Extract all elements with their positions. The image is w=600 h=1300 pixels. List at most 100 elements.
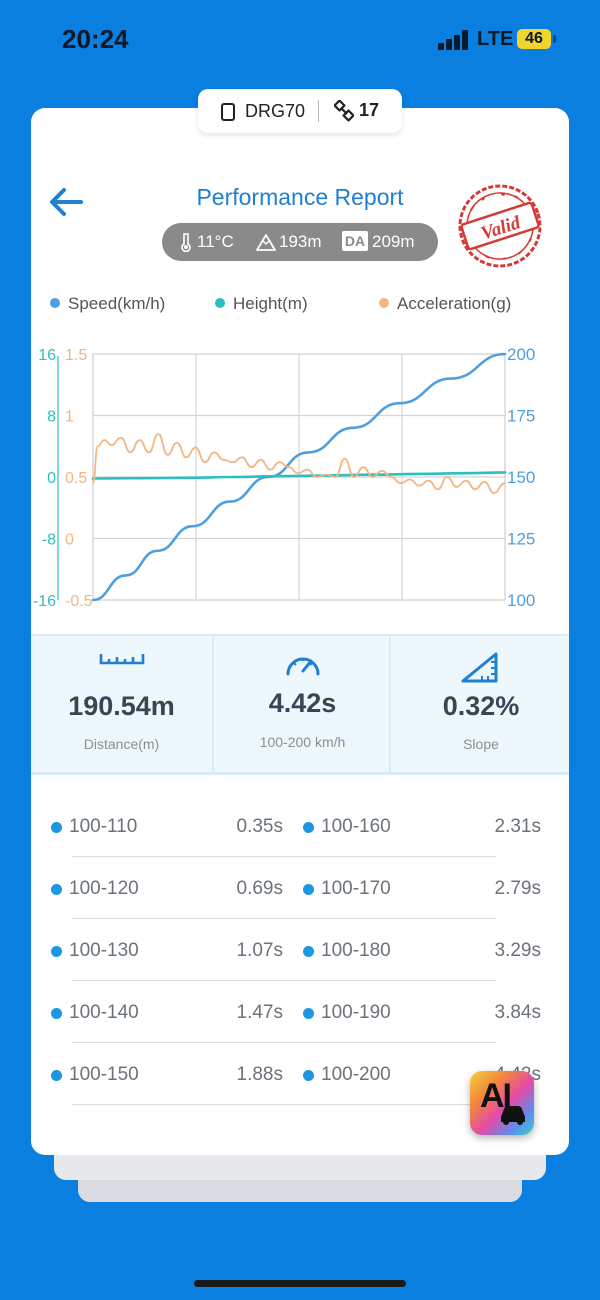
- split-dot-icon: [303, 946, 314, 957]
- home-indicator[interactable]: [194, 1280, 406, 1287]
- back-arrow-icon[interactable]: [45, 182, 87, 222]
- row-divider: [72, 1104, 496, 1105]
- speed-axis-tick-label: 100: [507, 591, 535, 610]
- stat-slope: 0.32% Slope: [389, 636, 569, 772]
- height-series-line: [91, 471, 507, 480]
- split-time: 2.79s: [494, 878, 541, 899]
- split-dot-icon: [303, 884, 314, 895]
- split-time: 3.84s: [494, 1002, 541, 1023]
- slope-icon: [461, 652, 498, 683]
- split-range: 100-150: [69, 1064, 139, 1085]
- split-time: 0.35s: [236, 816, 283, 837]
- speedometer-icon: [286, 657, 319, 676]
- split-item: 100-130 1.07s: [51, 940, 283, 964]
- speed-axis-tick-label: 150: [507, 468, 535, 487]
- signal-strength-icon: [438, 30, 470, 50]
- time-label: 100-200 km/h: [259, 734, 346, 750]
- legend-label: Height(m): [233, 294, 308, 313]
- temperature-value: 11°C: [197, 232, 234, 251]
- slope-label: Slope: [463, 736, 499, 752]
- legend-label: Acceleration(g): [397, 294, 512, 313]
- row-divider: [72, 1042, 496, 1043]
- accel-axis-tick-label: 0: [65, 532, 74, 549]
- chart-legend: Speed(km/h) Height(m) Acceleration(g): [31, 294, 569, 316]
- split-item: 100-140 1.47s: [51, 1002, 283, 1026]
- height-axis-tick-label: 8: [47, 409, 56, 426]
- legend-label: Speed(km/h): [68, 294, 166, 313]
- summary-stats: 190.54m Distance(m) 4.42s 100-200 km/h 0…: [31, 634, 569, 775]
- device-icon: [221, 103, 235, 121]
- split-item: 100-120 0.69s: [51, 878, 283, 902]
- split-range: 100-140: [69, 1002, 139, 1023]
- split-range: 100-170: [321, 878, 391, 899]
- speed-axis-tick-label: 125: [507, 530, 535, 549]
- speed-axis-tick-label: 175: [507, 407, 535, 426]
- split-item: 100-170 2.79s: [303, 878, 541, 902]
- split-range: 100-130: [69, 940, 139, 961]
- ruler-icon: [99, 654, 144, 665]
- page-title: Performance Report: [196, 184, 404, 210]
- split-dot-icon: [51, 1008, 62, 1019]
- split-dot-icon: [51, 884, 62, 895]
- satellite-count: 17: [359, 100, 380, 120]
- device-info-pill[interactable]: DRG70 17: [198, 89, 402, 133]
- legend-item-height: Height(m): [215, 294, 308, 314]
- altitude-value: 193m: [279, 232, 322, 251]
- split-item: 100-190 3.84s: [303, 1002, 541, 1026]
- split-time: 1.47s: [236, 1002, 283, 1023]
- height-axis-tick-label: 16: [38, 347, 56, 364]
- accel-axis-tick-label: -0.5: [65, 593, 93, 610]
- row-divider: [72, 856, 496, 857]
- split-row: 100-110 0.35s 100-160 2.31s: [31, 798, 569, 860]
- split-item: 100-110 0.35s: [51, 816, 283, 840]
- network-type: LTE: [477, 28, 514, 50]
- split-dot-icon: [51, 1070, 62, 1081]
- legend-item-acceleration: Acceleration(g): [379, 294, 511, 314]
- split-time: 2.31s: [494, 816, 541, 837]
- split-dot-icon: [51, 822, 62, 833]
- stat-time: 4.42s 100-200 km/h: [212, 636, 391, 772]
- status-time: 20:24: [62, 24, 129, 54]
- split-row: 100-130 1.07s 100-180 3.29s: [31, 922, 569, 984]
- split-row: 100-140 1.47s 100-190 3.84s: [31, 984, 569, 1046]
- legend-item-speed: Speed(km/h): [50, 294, 165, 314]
- car-icon: [501, 1106, 525, 1125]
- performance-chart[interactable]: 16 8 0 -8 -16 1.5 1 0.5 0 -0.5 200 175 150 125 100: [31, 332, 569, 612]
- split-range: 100-200: [321, 1064, 391, 1085]
- height-axis-tick-label: -8: [42, 532, 56, 549]
- device-name: DRG70: [245, 101, 306, 121]
- density-altitude-label: DA: [342, 231, 368, 251]
- split-range: 100-160: [321, 816, 391, 837]
- satellite-icon: [334, 100, 354, 122]
- divider: [318, 100, 319, 122]
- report-card: Performance Report 11°C 193m DA 209m Val…: [31, 108, 569, 1155]
- split-item: 100-160 2.31s: [303, 816, 541, 840]
- slope-value: 0.32%: [442, 691, 520, 721]
- split-dot-icon: [51, 946, 62, 957]
- accel-axis-tick-label: 1.5: [65, 347, 87, 364]
- acceleration-series-line: [92, 432, 506, 494]
- split-item: 100-150 1.88s: [51, 1064, 283, 1088]
- split-range: 100-190: [321, 1002, 391, 1023]
- split-time: 1.07s: [236, 940, 283, 961]
- split-time: 1.88s: [236, 1064, 283, 1085]
- split-item: 100-180 3.29s: [303, 940, 541, 964]
- battery-icon: 46: [517, 29, 556, 49]
- stat-distance: 190.54m Distance(m): [31, 636, 212, 772]
- ai-assistant-button[interactable]: AI: [470, 1071, 534, 1135]
- split-dot-icon: [303, 822, 314, 833]
- split-row: 100-120 0.69s 100-170 2.79s: [31, 860, 569, 922]
- split-range: 100-120: [69, 878, 139, 899]
- split-dot-icon: [303, 1070, 314, 1081]
- valid-stamp-icon: Valid: [458, 184, 542, 268]
- mountain-icon: [256, 234, 276, 251]
- conditions-pill: 11°C 193m DA 209m: [162, 223, 438, 261]
- accel-axis-tick-label: 0.5: [65, 470, 87, 487]
- time-value: 4.42s: [268, 688, 337, 718]
- distance-value: 190.54m: [68, 691, 175, 721]
- split-dot-icon: [303, 1008, 314, 1019]
- status-bar: 20:24 LTE 46: [0, 0, 600, 80]
- accel-axis-tick-label: 1: [65, 409, 74, 426]
- distance-label: Distance(m): [83, 736, 160, 752]
